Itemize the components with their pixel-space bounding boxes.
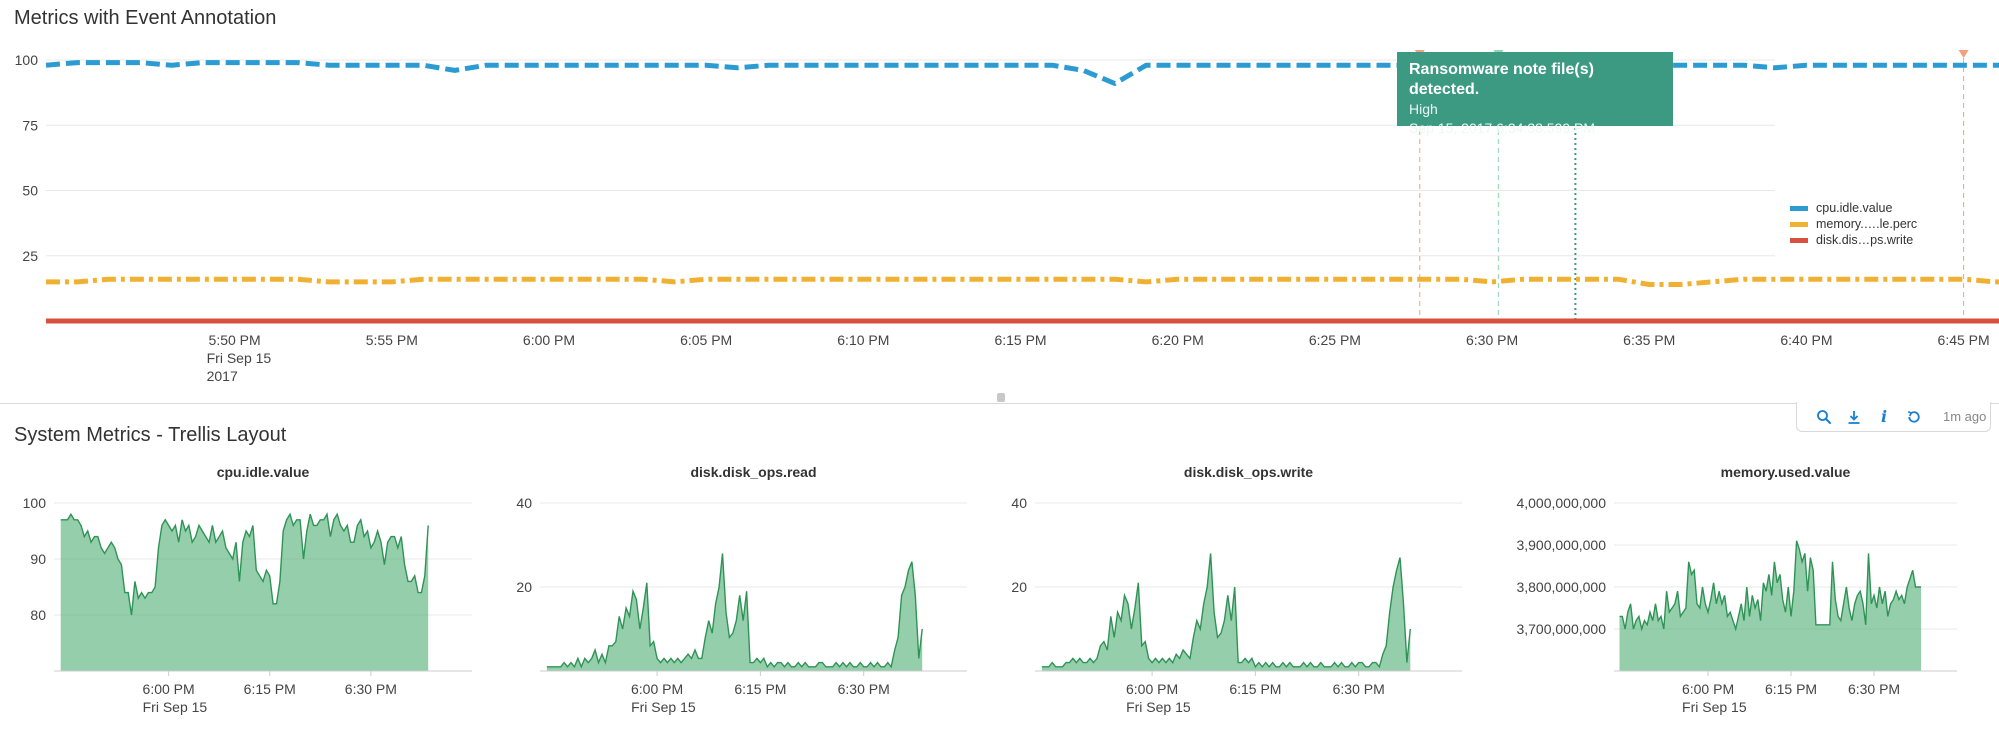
trellis-panel: disk.disk_ops.write 20 40 6:00 PM Fri Sep 15… — [1011, 464, 1462, 715]
area-line — [1619, 540, 1921, 632]
x-tick-label: 6:10 PM — [837, 332, 889, 348]
y-tick-label: 50 — [22, 183, 38, 199]
legend-swatch — [1790, 221, 1808, 227]
main-chart-panel: Metrics with Event Annotation 25 50 75 100 5… — [0, 0, 1999, 404]
x-tick-label: 6:15 PM — [734, 681, 786, 697]
search-icon[interactable] — [1809, 402, 1839, 432]
y-tick-label: 20 — [1011, 579, 1027, 595]
area-fill — [546, 553, 923, 671]
trellis-chart-title: cpu.idle.value — [217, 464, 310, 480]
x-tick-label: 6:15 PM — [994, 332, 1046, 348]
x-tick-label: 6:15 PM — [244, 681, 296, 697]
y-tick-label: 40 — [516, 495, 532, 511]
main-chart-title: Metrics with Event Annotation — [14, 7, 277, 29]
y-tick-label: 20 — [516, 579, 532, 595]
x-tick-label: 6:35 PM — [1623, 332, 1675, 348]
x-tick-label: 6:30 PM — [838, 681, 890, 697]
trellis-chart-title: disk.disk_ops.write — [1184, 464, 1313, 480]
x-tick-label: 6:00 PM — [631, 681, 683, 697]
x-tick-label: 6:00 PM — [523, 332, 575, 348]
series-line — [46, 318, 1999, 324]
x-tick-label: 6:00 PM — [1682, 681, 1734, 697]
main-line-chart[interactable]: 25 50 75 100 5:50 PM Fri Sep 15 2017 5:55 PM 6:0… — [0, 0, 1999, 404]
x-tick-year: 2017 — [207, 368, 238, 384]
x-tick-label: 6:15 PM — [1765, 681, 1817, 697]
x-tick-label: 5:55 PM — [366, 332, 418, 348]
info-icon[interactable]: i — [1869, 402, 1899, 432]
y-tick-label: 3,800,000,000 — [1516, 579, 1606, 595]
x-tick-label: 6:00 PM — [1126, 681, 1178, 697]
legend-item[interactable]: cpu.idle.value — [1790, 200, 1917, 216]
legend-label: cpu.idle.value — [1816, 201, 1893, 215]
x-tick-date: Fri Sep 15 — [1682, 699, 1747, 715]
download-icon[interactable] — [1839, 402, 1869, 432]
y-tick-label: 100 — [23, 495, 47, 511]
x-tick-label: 6:30 PM — [1466, 332, 1518, 348]
event-tooltip: Ransomware note file(s) detected. High S… — [1397, 52, 1673, 136]
y-tick-label: 25 — [22, 248, 38, 264]
x-tick-label: 6:05 PM — [680, 332, 732, 348]
trellis-chart-title: disk.disk_ops.read — [690, 464, 816, 480]
area-line — [60, 512, 429, 616]
event-annotation-marker — [1958, 50, 1969, 58]
legend-item[interactable]: disk.dis…ps.write — [1790, 232, 1917, 248]
area-fill — [60, 514, 429, 671]
x-tick-label: 6:40 PM — [1780, 332, 1832, 348]
y-tick-label: 40 — [1011, 495, 1027, 511]
legend-item[interactable]: memory.….le.perc — [1790, 216, 1917, 232]
tooltip-title: Ransomware note file(s) detected. — [1409, 61, 1594, 98]
x-tick-label: 6:30 PM — [345, 681, 397, 697]
area-line — [1041, 553, 1411, 669]
series-line — [45, 60, 1999, 86]
tooltip-timestamp: Sep 15, 2017 6:34:38.599 PM — [1409, 120, 1596, 136]
panel-divider — [0, 403, 1999, 404]
y-tick-label: 3,900,000,000 — [1516, 537, 1606, 553]
panel-toolbar: i 1m ago — [1796, 402, 1991, 432]
resize-handle[interactable] — [997, 393, 1005, 402]
legend-swatch — [1790, 205, 1808, 211]
area-fill — [1619, 540, 1921, 671]
trellis-panel: cpu.idle.value 80 90 100 6:00 PM Fri Sep 15 6:… — [23, 464, 472, 715]
x-tick-date: Fri Sep 15 — [631, 699, 696, 715]
trellis-panel: memory.used.value 3,700,000,000 3,800,000,… — [1516, 464, 1957, 715]
trellis-title: System Metrics - Trellis Layout — [14, 424, 287, 446]
trellis-chart-title: memory.used.value — [1721, 464, 1851, 480]
series-line — [46, 276, 1999, 287]
x-tick-label: 6:30 PM — [1848, 681, 1900, 697]
chart-legend: cpu.idle.value memory.….le.perc disk.dis…p… — [1790, 200, 1917, 248]
x-tick-label: 6:25 PM — [1309, 332, 1361, 348]
x-tick-date: Fri Sep 15 — [143, 699, 208, 715]
x-tick-label: 6:30 PM — [1333, 681, 1385, 697]
info-glyph: i — [1880, 407, 1888, 426]
legend-label: disk.dis…ps.write — [1816, 233, 1914, 247]
y-tick-label: 75 — [22, 117, 38, 133]
area-line — [546, 553, 923, 669]
refresh-icon[interactable] — [1899, 402, 1929, 432]
y-tick-label: 4,000,000,000 — [1516, 495, 1606, 511]
legend-label: memory.….le.perc — [1816, 217, 1918, 231]
updated-time-label: 1m ago — [1943, 409, 1987, 424]
y-tick-label: 80 — [30, 607, 46, 623]
trellis-charts: cpu.idle.value 80 90 100 6:00 PM Fri Sep 15 6:… — [23, 464, 1957, 715]
x-tick-date: Fri Sep 15 — [207, 350, 272, 366]
x-tick-label: 6:20 PM — [1152, 332, 1204, 348]
trellis-panel: disk.disk_ops.read 20 40 6:00 PM Fri Sep 15 6… — [516, 464, 967, 715]
legend-swatch — [1790, 237, 1808, 243]
x-tick-date: Fri Sep 15 — [1126, 699, 1191, 715]
x-tick-label: 6:45 PM — [1938, 332, 1990, 348]
y-tick-label: 90 — [30, 551, 46, 567]
x-tick-label: 5:50 PM — [209, 332, 261, 348]
x-tick-label: 6:00 PM — [143, 681, 195, 697]
y-tick-label: 3,700,000,000 — [1516, 621, 1606, 637]
y-tick-label: 100 — [15, 52, 39, 68]
tooltip-severity: High — [1409, 101, 1438, 117]
x-tick-label: 6:15 PM — [1229, 681, 1281, 697]
